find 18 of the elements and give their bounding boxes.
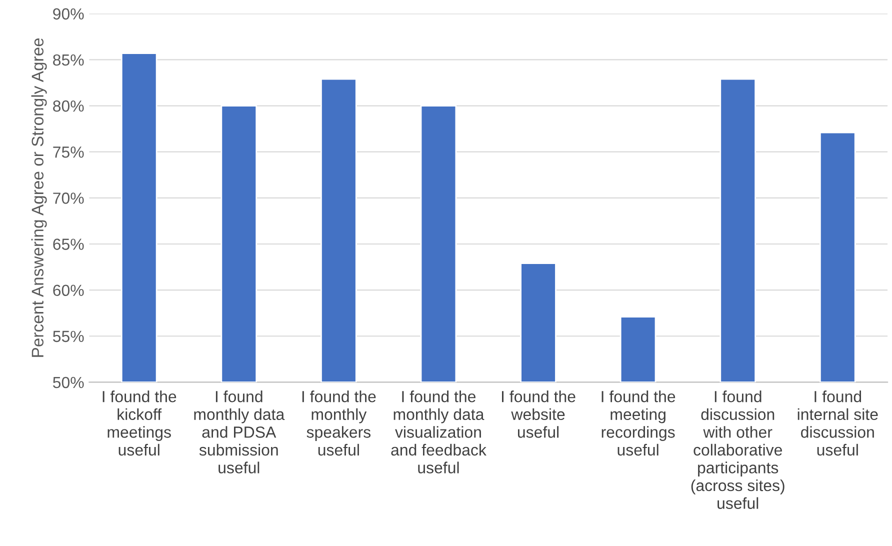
x-tick-label: I found the monthly speakers useful — [302, 390, 376, 456]
y-tick-label: 80% — [53, 100, 84, 112]
y-tick-label: 85% — [53, 54, 84, 66]
x-tick-label: I found the kickoff meetings useful — [102, 390, 176, 456]
x-tick-label: I found internal site discussion useful — [798, 390, 878, 456]
x-tick-label: I found discussion with other collaborative participants (across sites) useful — [691, 390, 784, 509]
y-tick-label: 60% — [53, 284, 84, 296]
y-tick-label: 65% — [53, 238, 84, 250]
x-tick-label: I found the meeting recordings useful — [602, 390, 676, 456]
y-axis-title: Percent Answering Agree or Strongly Agree — [31, 38, 47, 357]
y-tick-label: 55% — [53, 330, 84, 342]
y-tick-label: 70% — [53, 192, 84, 204]
y-tick-label: 50% — [53, 376, 84, 388]
y-tick-label: 90% — [53, 8, 84, 20]
x-tick-label: I found the monthly data visualization and feedback useful — [391, 390, 486, 474]
x-tick-label: I found monthly data and PDSA submission useful — [194, 390, 285, 474]
x-tick-label: I found the website useful — [502, 390, 576, 438]
y-tick-label: 75% — [53, 146, 84, 158]
